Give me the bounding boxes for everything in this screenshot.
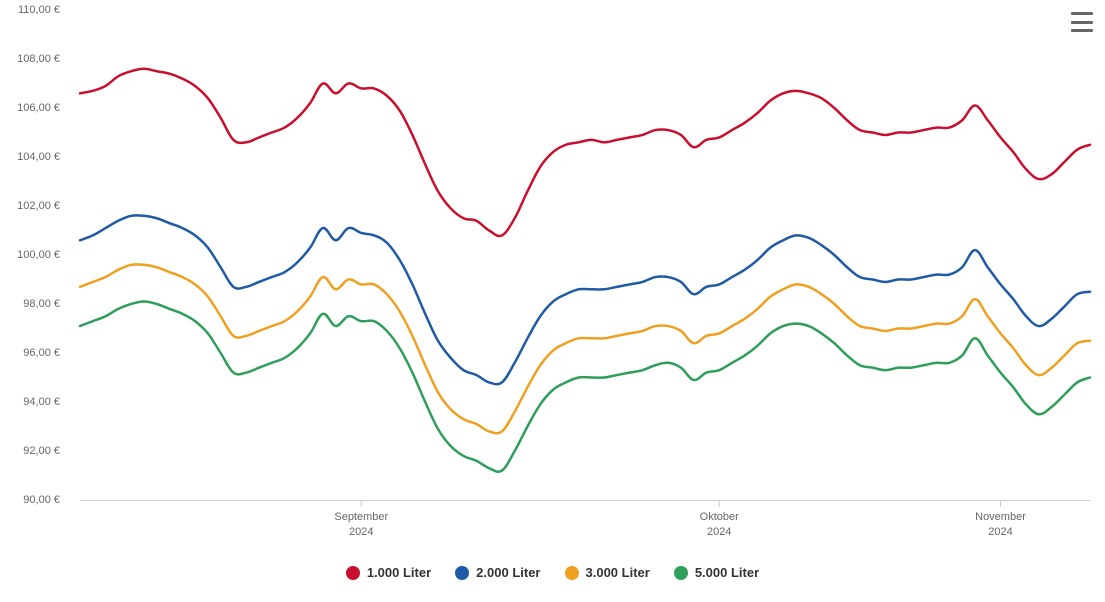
y-axis-label: 94,00 € [0,396,60,408]
y-axis-label: 106,00 € [0,102,60,114]
y-axis-label: 96,00 € [0,347,60,359]
legend-item[interactable]: 3.000 Liter [565,565,650,580]
series-line[interactable] [80,302,1090,472]
legend-swatch [674,566,688,580]
legend-item[interactable]: 1.000 Liter [346,565,431,580]
legend-swatch [565,566,579,580]
legend-label: 5.000 Liter [695,565,759,580]
x-axis-label: September 2024 [334,510,388,540]
x-axis-label: November 2024 [975,510,1026,540]
series-line[interactable] [80,69,1090,236]
y-axis-label: 90,00 € [0,494,60,506]
y-axis-label: 92,00 € [0,445,60,457]
chart-container: 90,00 € 92,00 € 94,00 € 96,00 € 98,00 € 100,0… [0,0,1105,602]
legend-label: 3.000 Liter [586,565,650,580]
legend-item[interactable]: 5.000 Liter [674,565,759,580]
y-axis-label: 110,00 € [0,4,60,16]
series-line[interactable] [80,215,1090,384]
legend-swatch [346,566,360,580]
y-axis-label: 108,00 € [0,53,60,65]
chart-legend: 1.000 Liter 2.000 Liter 3.000 Liter 5.000 L… [0,565,1105,583]
y-axis-label: 98,00 € [0,298,60,310]
x-axis-label: Oktober 2024 [700,510,739,540]
y-axis-label: 100,00 € [0,249,60,261]
legend-swatch [455,566,469,580]
y-axis-label: 104,00 € [0,151,60,163]
chart-svg [0,0,1105,602]
legend-item[interactable]: 2.000 Liter [455,565,540,580]
legend-label: 2.000 Liter [476,565,540,580]
legend-label: 1.000 Liter [367,565,431,580]
hamburger-menu-icon[interactable] [1071,10,1093,34]
y-axis-label: 102,00 € [0,200,60,212]
